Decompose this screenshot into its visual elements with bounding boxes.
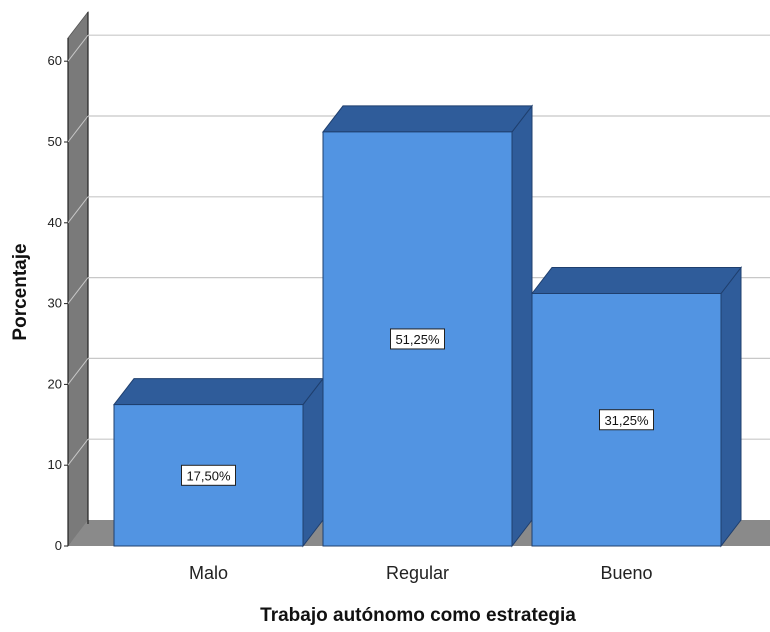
x-axis-labels: Malo Regular Bueno [189, 563, 653, 583]
bar-top [530, 267, 743, 294]
gridline-wall [67, 358, 89, 385]
y-tick-label: 30 [48, 296, 62, 311]
y-axis-ticks: 0 10 20 30 40 50 60 [48, 53, 68, 553]
x-tick-label: Regular [386, 563, 449, 583]
data-label: 17,50% [181, 464, 236, 486]
y-tick-label: 0 [55, 538, 62, 553]
bar-malo: 17,50% [112, 377, 325, 548]
data-label-box [390, 328, 445, 350]
data-label-box [181, 464, 236, 486]
bar-side [511, 104, 533, 548]
bars: 17,50% 51,25% 31,25% [112, 104, 743, 548]
bar-top [112, 378, 325, 406]
bar-bueno: 31,25% [530, 266, 743, 548]
y-tick-label: 20 [48, 376, 62, 391]
bar-side [302, 377, 324, 548]
data-label: 31,25% [599, 409, 654, 431]
data-label-box [599, 409, 654, 431]
y-tick-label: 10 [48, 457, 62, 472]
left-side-wall [67, 10, 89, 548]
y-axis-title: Porcentaje [10, 243, 31, 340]
y-tick-label: 60 [48, 53, 62, 68]
bar-regular: 51,25% [321, 104, 534, 548]
x-tick-label: Bueno [600, 563, 652, 583]
bar-side [720, 266, 742, 548]
gridline-wall [67, 438, 89, 466]
gridline-wall [67, 34, 89, 62]
data-label-text: 17,50% [186, 468, 231, 483]
x-tick-label: Malo [189, 563, 228, 583]
gridline-wall [67, 115, 89, 143]
data-label-text: 51,25% [395, 332, 440, 347]
data-label: 51,25% [390, 328, 445, 350]
bar-top [321, 105, 534, 133]
y-tick-label: 40 [48, 215, 62, 230]
y-tick-label: 50 [48, 134, 62, 149]
x-axis-title: Trabajo autónomo como estrategia [260, 605, 576, 626]
gridline-wall [67, 196, 89, 224]
gridline-wall [67, 277, 89, 304]
data-label-text: 31,25% [604, 413, 649, 428]
